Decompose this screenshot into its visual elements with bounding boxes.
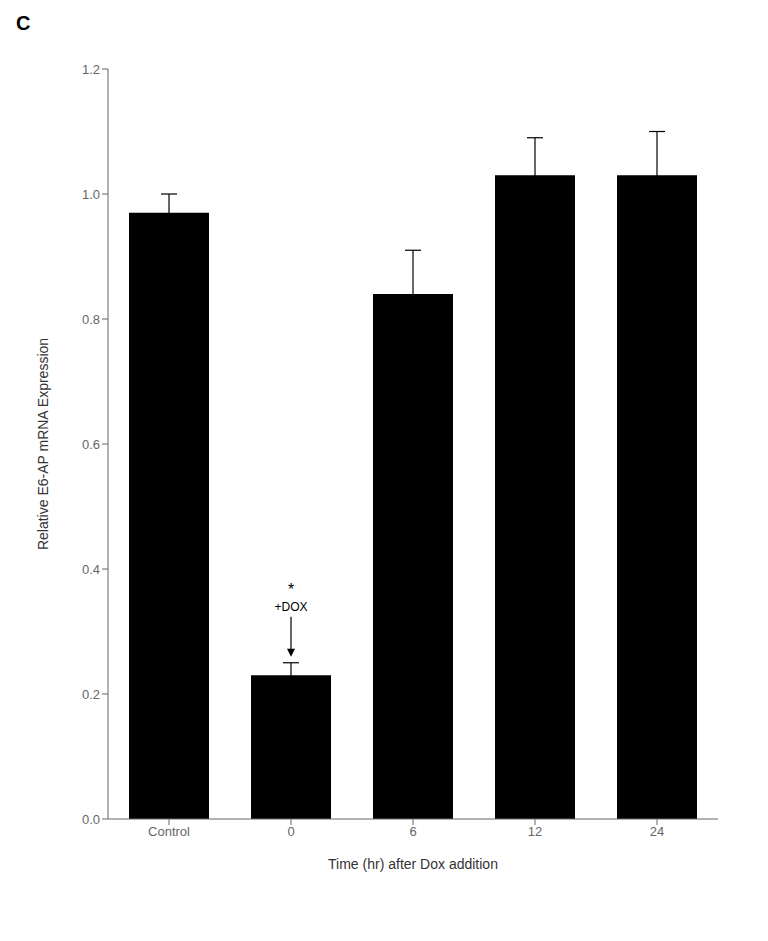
svg-text:6: 6 (409, 824, 416, 839)
svg-text:0.8: 0.8 (82, 312, 100, 327)
svg-text:12: 12 (528, 824, 542, 839)
svg-text:1.0: 1.0 (82, 187, 100, 202)
svg-text:+DOX: +DOX (274, 600, 307, 614)
svg-text:Relative E6-AP mRNA Expression: Relative E6-AP mRNA Expression (35, 338, 51, 550)
svg-text:0.4: 0.4 (82, 562, 100, 577)
svg-text:0.2: 0.2 (82, 687, 100, 702)
svg-text:0.0: 0.0 (82, 812, 100, 827)
svg-text:*: * (288, 581, 294, 598)
svg-text:0.6: 0.6 (82, 437, 100, 452)
svg-text:24: 24 (650, 824, 664, 839)
svg-text:Control: Control (148, 824, 190, 839)
html-text:C: C (16, 12, 31, 34)
svg-text:Time (hr) after Dox addition: Time (hr) after Dox addition (328, 856, 498, 872)
svg-text:1.2: 1.2 (82, 62, 100, 77)
svg-text:0: 0 (287, 824, 294, 839)
